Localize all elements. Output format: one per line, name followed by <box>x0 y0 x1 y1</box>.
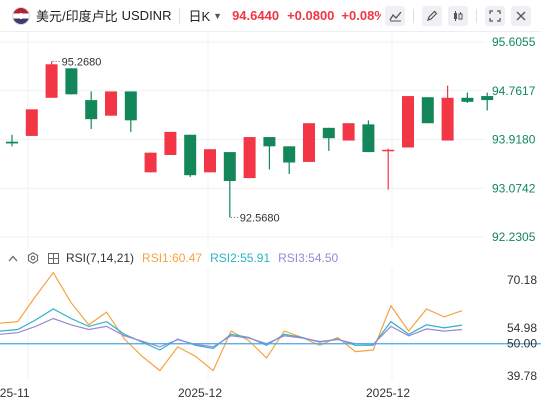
y-tick-label: 95.6055 <box>492 35 536 49</box>
toolbar <box>381 6 531 26</box>
divider <box>476 9 477 23</box>
candle-body <box>402 96 414 148</box>
candlestick-chart[interactable]: 95.6055 94.7617 93.9180 93.0742 92.2305 95.2… <box>0 32 541 248</box>
low-annotation: 92.5680 <box>240 212 280 224</box>
candle-body <box>184 134 197 176</box>
rsi2-value: RSI2:55.91 <box>210 251 271 265</box>
high-annotation: 95.2680 <box>62 56 102 68</box>
grid-icon[interactable] <box>46 251 60 265</box>
candle-body <box>283 146 296 163</box>
rsi-tick-label: 50.00 <box>507 337 537 351</box>
candle-body <box>322 127 335 139</box>
candle-body <box>382 149 395 152</box>
candle-body <box>144 152 157 173</box>
candle-type-icon[interactable] <box>448 6 468 26</box>
candle-body <box>85 100 98 120</box>
x-tick-label: 2025-12 <box>178 386 222 400</box>
chevron-down-icon: ▼ <box>213 10 223 21</box>
candle-body <box>461 97 474 102</box>
fullscreen-icon[interactable] <box>485 6 505 26</box>
candle-body <box>421 97 434 124</box>
period-selector[interactable]: 日K ▼ <box>188 6 222 25</box>
rsi-tick-label: 70.18 <box>507 273 537 287</box>
usd-flag-icon <box>12 6 30 25</box>
rsi-chart[interactable]: 70.18 54.98 50.00 39.78 <box>0 268 541 380</box>
area-chart-icon[interactable] <box>385 6 405 26</box>
y-tick-label: 94.7617 <box>492 84 536 98</box>
divider <box>413 9 414 23</box>
rsi3-line <box>0 317 463 348</box>
rsi1-line <box>0 271 463 372</box>
divider <box>179 7 181 24</box>
candle-body <box>124 91 137 121</box>
candle-body <box>362 124 375 153</box>
chart-header: 美元/印度卢比 USDINR 日K ▼ 94.6440 +0.0800 +0.0… <box>0 0 541 32</box>
rsi-tick-label: 54.98 <box>507 321 537 335</box>
x-tick-label: 2025-11 <box>0 386 30 400</box>
settings-icon[interactable] <box>26 251 40 265</box>
candle-body <box>243 137 256 179</box>
last-price: 94.6440 <box>232 8 280 23</box>
period-label: 日K <box>188 9 211 24</box>
y-tick-label: 93.0742 <box>492 181 536 195</box>
candle-body <box>204 149 216 173</box>
y-tick-label: 93.9180 <box>492 133 536 147</box>
candle-body <box>45 64 58 98</box>
close-icon[interactable] <box>511 6 531 26</box>
rsi2-line <box>0 308 463 351</box>
collapse-icon[interactable] <box>6 251 20 265</box>
indicator-legend: RSI(7,14,21) RSI1:60.47 RSI2:55.91 RSI3:… <box>0 248 338 268</box>
candle-body <box>481 96 494 101</box>
candle-body <box>223 152 236 181</box>
candle-body <box>342 123 355 141</box>
candle-body <box>6 141 18 144</box>
pair-name: 美元/印度卢比 <box>36 9 118 24</box>
x-tick-label: 2025-12 <box>366 386 410 400</box>
indicator-name: RSI(7,14,21) <box>66 251 135 265</box>
y-tick-label: 92.2305 <box>492 230 536 244</box>
draw-icon[interactable] <box>422 6 442 26</box>
price-change: +0.0800 <box>287 8 335 23</box>
candle-body <box>105 91 117 116</box>
rsi-tick-label: 39.78 <box>507 369 537 380</box>
candle-body <box>164 131 177 155</box>
symbol-code: USDINR <box>121 8 172 23</box>
rsi1-value: RSI1:60.47 <box>142 251 203 265</box>
candle-body <box>65 68 78 95</box>
price-change-percent: +0.08% <box>341 8 386 23</box>
candle-body <box>263 137 276 147</box>
candle-body <box>303 123 315 162</box>
candle-body <box>25 109 38 136</box>
candle-body <box>441 97 454 141</box>
rsi3-value: RSI3:54.50 <box>278 251 339 265</box>
x-axis: 2025-11 2025-12 2025-12 <box>0 386 410 400</box>
